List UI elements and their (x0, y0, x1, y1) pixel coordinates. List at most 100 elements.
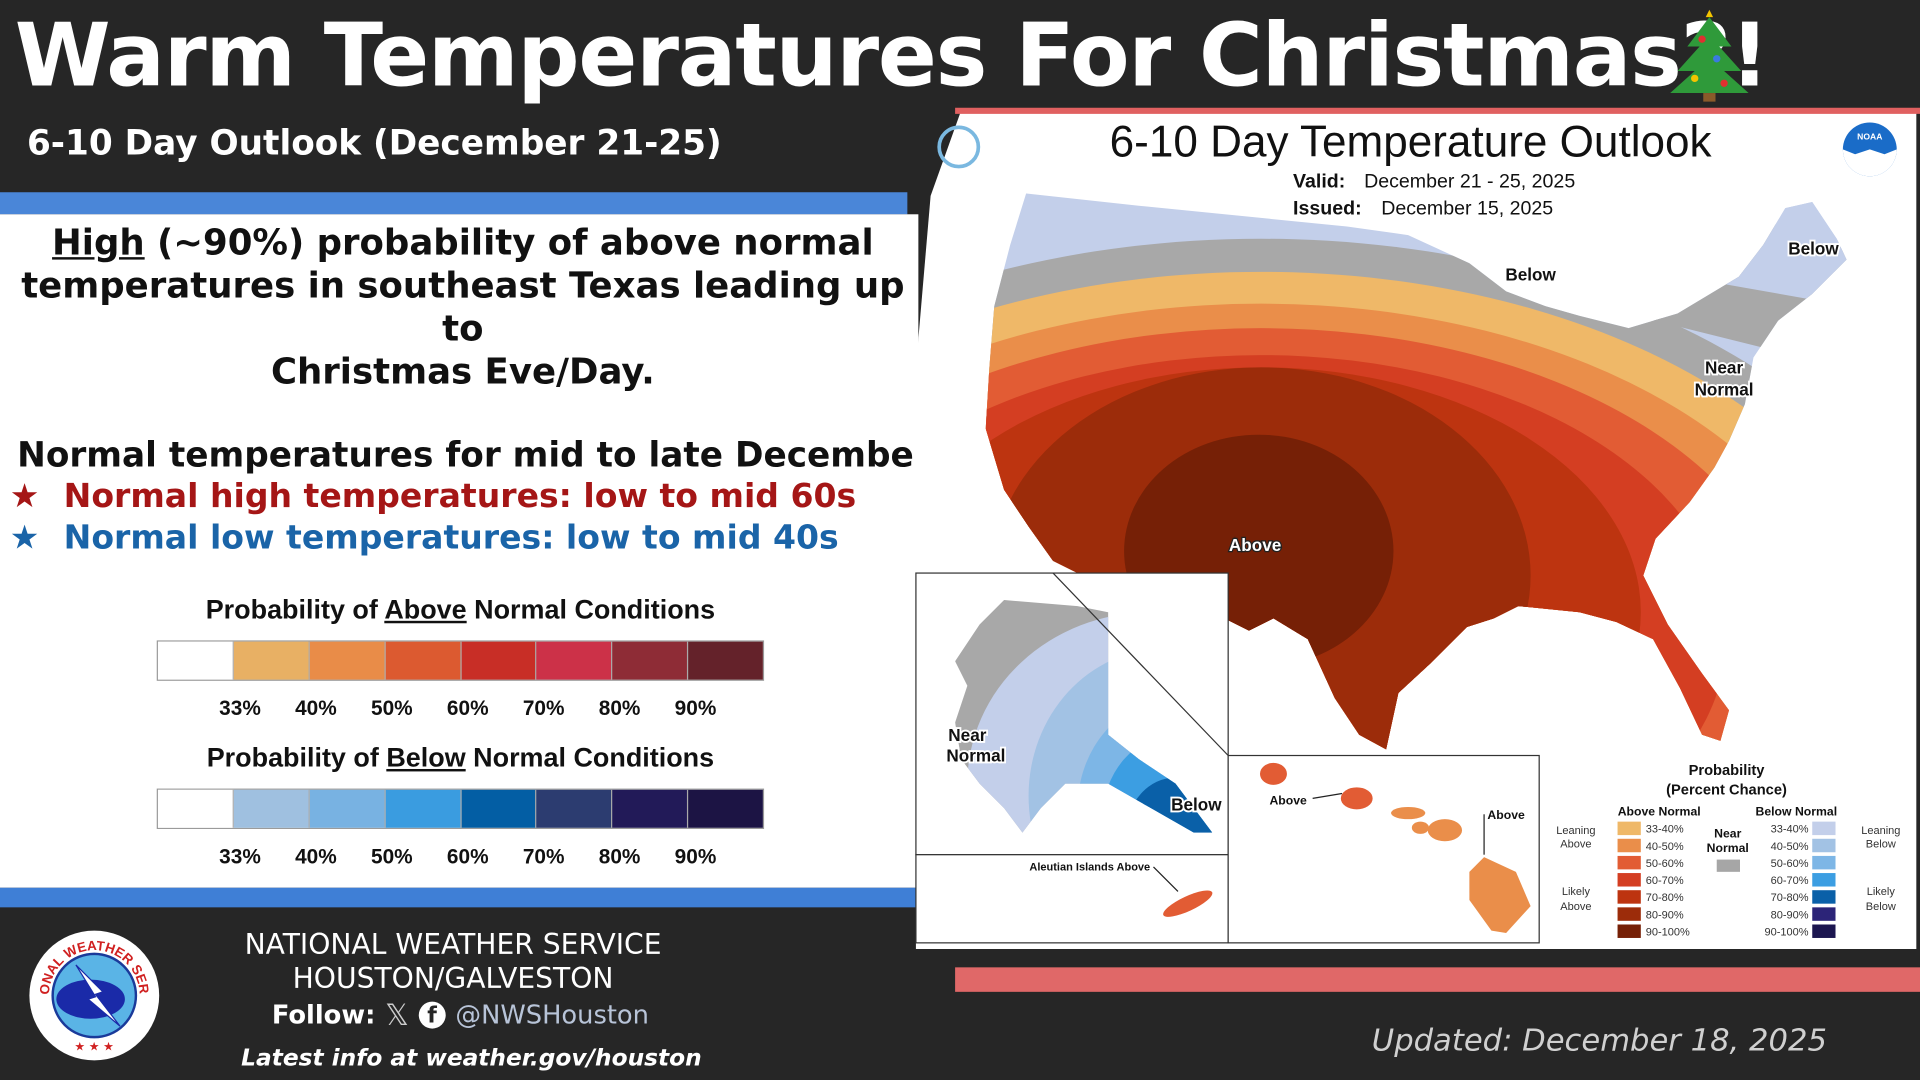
color-swatch (536, 789, 613, 828)
scale-heading-text: Probability of (206, 742, 387, 773)
map-title: 6-10 Day Temperature Outlook (1110, 118, 1713, 167)
x-icon[interactable]: 𝕏 (385, 997, 409, 1033)
social-handle[interactable]: @NWSHouston (455, 1000, 649, 1030)
facebook-icon[interactable]: f (418, 1001, 446, 1029)
map-label: Above (1487, 808, 1525, 822)
legend-above-heading: Above Normal (1618, 805, 1701, 819)
normal-low-text: Normal low temperatures: low to mid 40s (63, 519, 839, 558)
color-swatch (612, 641, 689, 680)
map-label: Normal (1695, 380, 1754, 400)
color-swatch (688, 641, 763, 680)
above-scale-heading: Probability of Above Normal Conditions (0, 594, 921, 626)
svg-text:NOAA: NOAA (1857, 132, 1882, 142)
color-swatch (309, 789, 386, 828)
legend-title: Probability (1689, 763, 1766, 779)
legend-swatch (1617, 873, 1641, 887)
accent-stripe (955, 107, 1920, 114)
scale-label: 50% (371, 844, 413, 869)
subtitle: 6-10 Day Outlook (December 21-25) (26, 122, 722, 163)
legend-range: 90-100% (1646, 927, 1690, 939)
legend-range: 80-90% (1771, 909, 1809, 921)
color-swatch (461, 789, 537, 828)
legend-group: Likely (1867, 886, 1896, 898)
legend-range: 90-100% (1764, 927, 1808, 939)
above-color-bar (156, 640, 765, 681)
legend-group: Below (1866, 838, 1896, 850)
color-swatch (385, 789, 462, 828)
summary-line: (~90%) probability of above normal (144, 221, 874, 264)
scale-label: 90% (674, 844, 717, 869)
scale-label: 90% (674, 696, 717, 721)
scale-label: 50% (371, 696, 413, 721)
scale-label: 70% (522, 844, 565, 869)
legend-swatch (1617, 907, 1641, 921)
legend-swatch (1812, 873, 1836, 887)
legend-range: 40-50% (1771, 841, 1809, 853)
scale-heading-word: Below (386, 742, 466, 773)
legend-swatch (1617, 821, 1641, 836)
legend-group: Likely (1562, 886, 1591, 898)
legend-group: Above (1560, 838, 1591, 850)
hawaii-islands (1260, 762, 1531, 934)
color-swatch (612, 789, 689, 828)
website-link[interactable]: Latest info at weather.gov/houston (241, 1044, 702, 1072)
scale-label: 33% (219, 844, 261, 869)
legend-range: 60-70% (1771, 875, 1809, 887)
legend-group: Leaning (1861, 825, 1900, 837)
star-icon: ★ (9, 477, 40, 516)
follow-label: Follow: (271, 1000, 376, 1030)
normal-high: ★ Normal high temperatures: low to mid 60… (10, 478, 856, 516)
legend-swatch (1617, 924, 1641, 938)
scale-heading-text: Probability of (205, 593, 385, 625)
valid-dates: December 21 - 25, 2025 (1364, 170, 1575, 192)
svg-text:★ ★ ★: ★ ★ ★ (74, 1040, 114, 1054)
map-label: Near (1705, 357, 1743, 377)
legend-swatch (1812, 821, 1836, 836)
legend-swatch (1617, 890, 1641, 904)
map-label: Below (1171, 795, 1222, 815)
legend-swatch (1617, 855, 1641, 870)
map-legend: Probability (Percent Chance) Above Norma… (1556, 763, 1900, 938)
map-label: Above (1269, 793, 1307, 807)
star-icon: ★ (9, 519, 40, 558)
legend-range: 70-80% (1646, 892, 1684, 904)
legend-swatch (1617, 838, 1641, 853)
legend-swatch (1812, 890, 1836, 904)
above-scale-labels: 33% 40% 50% 60% 70% 80% 90% (0, 697, 921, 721)
summary-line: temperatures in southeast Texas leading … (21, 264, 905, 349)
below-scale-heading: Probability of Below Normal Conditions (0, 742, 921, 774)
legend-range: 33-40% (1646, 824, 1684, 836)
scale-label: 60% (446, 696, 489, 721)
org-name: NATIONAL WEATHER SERVICE (244, 929, 662, 962)
valid-label: Valid: (1293, 170, 1345, 192)
map-label: Below (1505, 264, 1556, 284)
scale-label: 33% (219, 696, 261, 721)
map-label: Aleutian Islands Above (1029, 862, 1150, 874)
map-label: Near (948, 725, 986, 745)
scale-heading-word: Above (384, 593, 467, 625)
normal-low: ★ Normal low temperatures: low to mid 40s (10, 519, 839, 557)
legend-swatch (1812, 838, 1836, 853)
accent-stripe (955, 967, 1920, 992)
legend-range: 60-70% (1646, 875, 1684, 887)
scale-label: 80% (598, 696, 641, 721)
legend-near-swatch (1716, 859, 1741, 872)
map-label: Normal (946, 746, 1005, 766)
legend-range: 33-40% (1771, 824, 1809, 836)
cpc-logo (937, 125, 981, 169)
map-label: Above (1229, 535, 1281, 555)
office-name: HOUSTON/GALVESTON (292, 963, 614, 996)
page-title: Warm Temperatures For Christmas?! (14, 4, 1770, 107)
summary-text: High (~90%) probability of above normal … (0, 222, 926, 393)
color-swatch (385, 641, 462, 680)
nws-logo: NATIONAL WEATHER SERVICE ★ ★ ★ (27, 928, 160, 1061)
issued-label: Issued: (1293, 197, 1362, 219)
legend-swatch (1812, 855, 1836, 870)
scale-label: 70% (522, 696, 565, 721)
color-swatch (233, 789, 310, 828)
legend-group: Leaning (1556, 825, 1595, 837)
high-word: High (52, 221, 145, 264)
color-swatch (157, 789, 234, 828)
accent-stripe (0, 192, 908, 215)
